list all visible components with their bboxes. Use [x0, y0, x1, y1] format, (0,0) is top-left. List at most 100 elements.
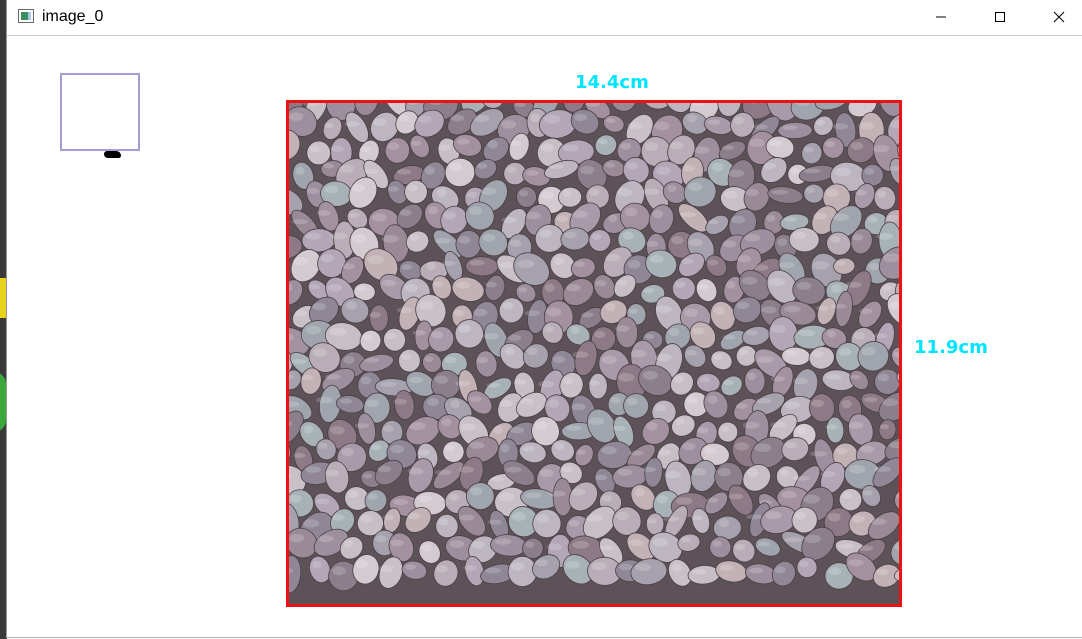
pebble	[788, 227, 820, 253]
pebble-highlight	[858, 545, 874, 552]
pebble-highlight	[692, 327, 705, 335]
pebble	[289, 555, 302, 594]
pebble	[610, 103, 637, 112]
pebble	[588, 229, 612, 252]
pebble-highlight	[733, 116, 745, 125]
pebble-highlight	[770, 324, 786, 334]
pebble-highlight	[295, 166, 305, 175]
pebble-highlight	[291, 219, 308, 225]
pebble	[613, 274, 637, 298]
pebble	[668, 558, 692, 587]
pebble-highlight	[848, 421, 864, 429]
pebble-highlight	[372, 213, 387, 222]
pebble-highlight	[434, 238, 451, 244]
pebble-highlight	[445, 444, 455, 452]
pebble	[405, 230, 430, 253]
pebble-highlight	[895, 493, 899, 499]
pebble-highlight	[720, 425, 730, 432]
pebble-highlight	[601, 355, 617, 365]
pebble	[664, 103, 692, 113]
title-bar[interactable]: image_0	[7, 0, 1082, 36]
pebble-highlight	[562, 144, 579, 152]
pebble-highlight	[436, 188, 447, 198]
pebble-highlight	[830, 303, 847, 309]
pebble-highlight	[362, 334, 372, 341]
pebble-highlight	[796, 427, 807, 435]
pebble-highlight	[476, 163, 488, 169]
pebble	[357, 412, 377, 445]
pebble-highlight	[393, 398, 407, 405]
pebble	[370, 111, 400, 142]
pebble-highlight	[813, 212, 827, 220]
pebble-highlight	[688, 238, 704, 247]
pebble	[897, 133, 899, 162]
pebble-highlight	[316, 210, 331, 216]
pebble-highlight	[401, 264, 413, 270]
opencv-window-icon	[18, 9, 34, 23]
pebble-highlight	[627, 121, 643, 129]
pebble	[354, 103, 379, 116]
pebble-highlight	[455, 380, 471, 387]
pebble-highlight	[753, 264, 769, 271]
pebble-highlight	[769, 140, 783, 147]
pebble-highlight	[742, 421, 760, 429]
pebble-highlight	[850, 374, 861, 380]
pebble	[414, 109, 445, 138]
pebble-highlight	[562, 376, 574, 385]
minimize-button[interactable]	[918, 0, 964, 33]
pebble	[717, 103, 742, 117]
pebble-highlight	[543, 114, 561, 124]
pebble-highlight	[870, 518, 887, 525]
pebble-highlight	[390, 539, 404, 547]
pebble-highlight	[525, 170, 539, 176]
pebble-highlight	[816, 305, 829, 311]
pebble-highlight	[443, 211, 457, 220]
pebble-highlight	[539, 229, 552, 238]
pebble-highlight	[876, 232, 893, 240]
pebble	[671, 276, 696, 301]
pebble	[368, 439, 391, 462]
pebble	[767, 186, 804, 204]
pebble-highlight	[396, 307, 413, 314]
image-window: image_0 14.4cm 11.9cm	[6, 0, 1082, 638]
pebble-highlight	[662, 516, 679, 522]
maximize-button[interactable]	[977, 0, 1023, 33]
pebble-highlight	[512, 512, 526, 521]
pebble-highlight	[548, 164, 564, 169]
pebble	[813, 115, 834, 136]
pebble	[872, 457, 899, 488]
pebble-highlight	[836, 260, 846, 266]
pebble-highlight	[519, 190, 528, 197]
pebble-highlight	[399, 114, 409, 122]
pebble-highlight	[626, 397, 638, 406]
pebble-highlight	[306, 187, 320, 194]
close-button[interactable]	[1036, 0, 1082, 33]
pebble	[562, 554, 594, 585]
pebble	[570, 257, 596, 279]
pebble	[891, 346, 899, 369]
pebble-highlight	[356, 559, 368, 569]
pebble-highlight	[886, 214, 899, 222]
pebble-highlight	[652, 537, 669, 547]
image-canvas: 14.4cm 11.9cm	[7, 36, 1082, 637]
pebble-highlight	[365, 399, 380, 408]
pebble-highlight	[341, 263, 355, 270]
pebble-highlight	[466, 191, 478, 198]
pebble-highlight	[864, 168, 875, 175]
pebble	[398, 348, 421, 373]
pebble-highlight	[628, 450, 644, 456]
pebble-highlight	[330, 232, 348, 240]
pebble	[467, 390, 493, 415]
pebble-highlight	[441, 418, 452, 427]
pebble-highlight	[484, 567, 501, 574]
pebble	[849, 369, 869, 391]
pebble	[890, 538, 899, 566]
pebble-highlight	[449, 114, 465, 122]
pebble-highlight	[289, 421, 293, 427]
pebble-highlight	[765, 511, 782, 520]
pebble-highlight	[574, 261, 586, 268]
pebble-highlight	[289, 494, 302, 503]
pebble-highlight	[736, 301, 750, 310]
pebble-highlight	[785, 441, 798, 449]
pebble	[574, 340, 598, 377]
